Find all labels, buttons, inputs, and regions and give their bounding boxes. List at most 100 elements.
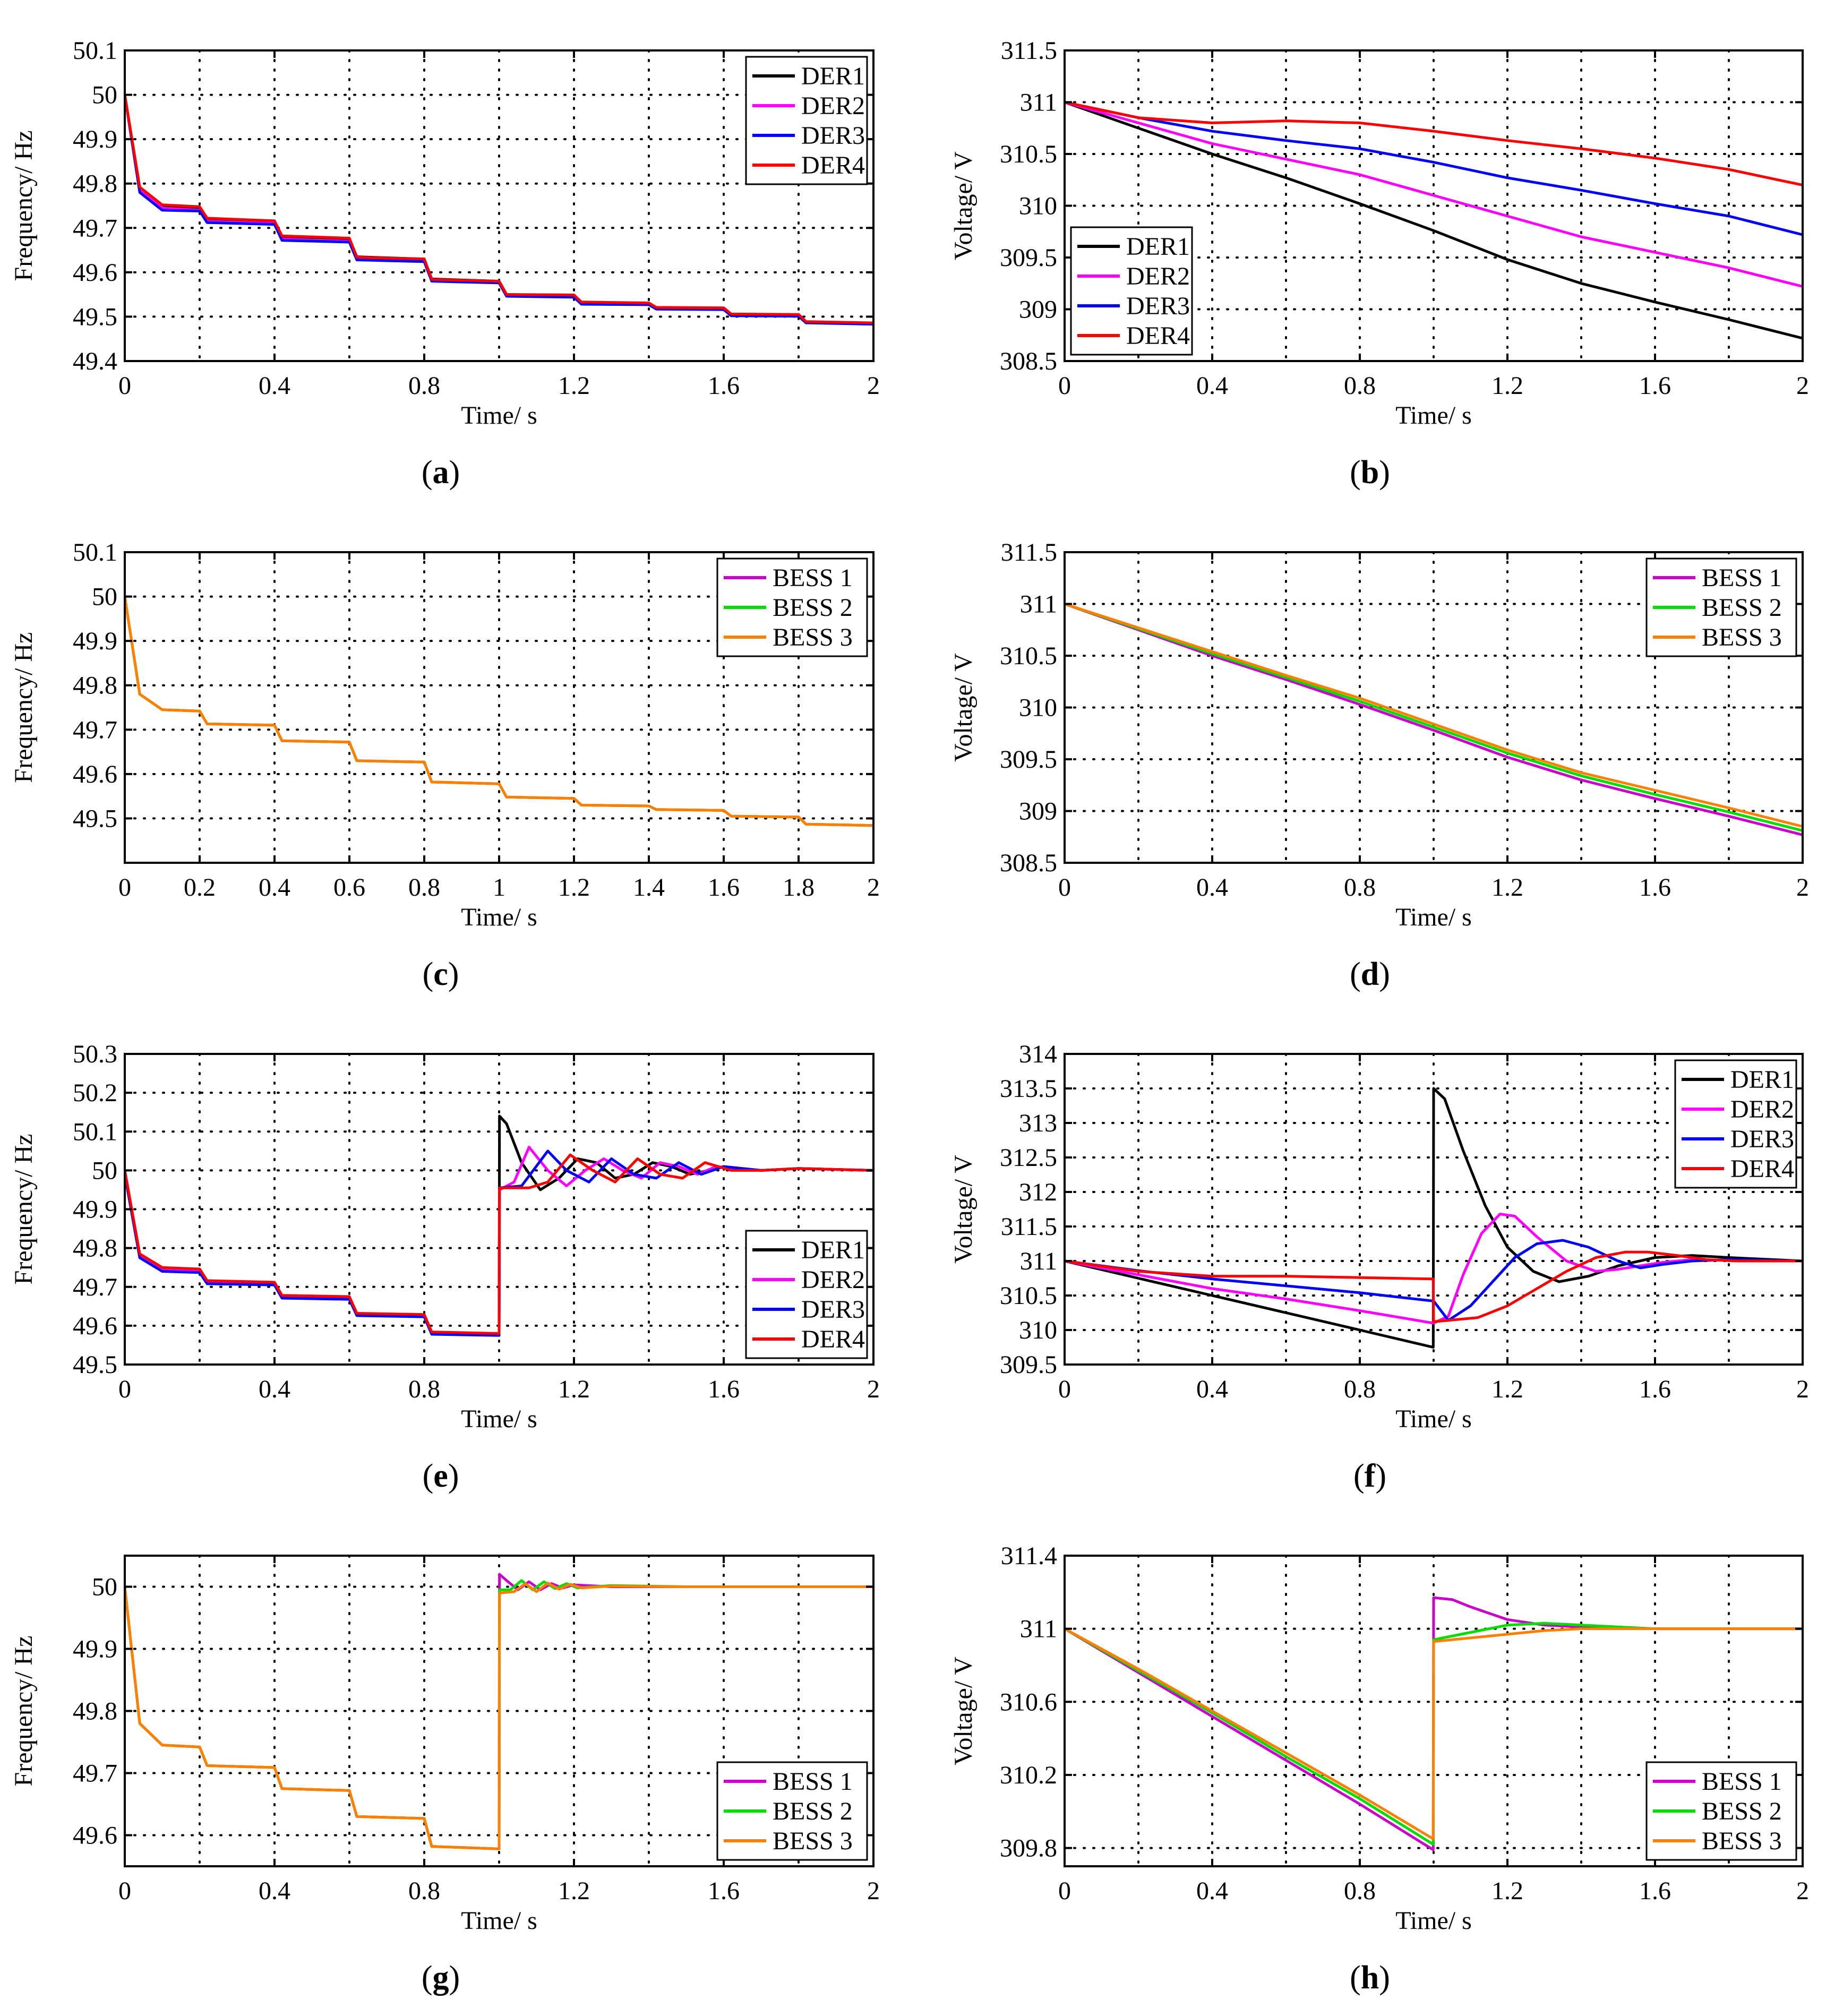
legend-label: BESS 3	[773, 1827, 853, 1855]
x-tick-label: 1.2	[1491, 372, 1523, 400]
x-tick-label: 0	[118, 372, 131, 400]
y-tick-label: 312.5	[1000, 1144, 1057, 1172]
series-line-bess1	[1065, 1596, 1803, 1851]
legend-label: DER1	[1126, 233, 1190, 261]
y-tick-label: 311.5	[1001, 37, 1057, 65]
caption-e: (e)	[422, 1458, 459, 1494]
y-tick-label: 49.9	[73, 125, 117, 153]
x-tick-label: 0	[1058, 873, 1071, 902]
y-axis-label: Voltage/ V	[949, 151, 978, 260]
y-tick-label: 311	[1020, 1247, 1057, 1275]
x-tick-label: 2	[867, 1375, 880, 1403]
x-tick-label: 2	[1796, 1375, 1809, 1403]
y-tick-label: 49.5	[73, 1351, 117, 1379]
y-tick-label: 309	[1019, 797, 1057, 826]
y-tick-label: 309.8	[1000, 1834, 1057, 1863]
x-axis-label: Time/ s	[1395, 1907, 1472, 1935]
x-tick-label: 1.6	[708, 1375, 740, 1403]
series-line-der2	[125, 1146, 873, 1336]
series-line-der1	[1065, 1087, 1803, 1349]
y-tick-label: 50.2	[73, 1079, 117, 1107]
y-tick-label: 310	[1019, 192, 1057, 220]
y-tick-label: 49.7	[73, 1273, 117, 1301]
legend-label: BESS 3	[1702, 1827, 1782, 1855]
caption-g: (g)	[421, 1960, 460, 1996]
chart-f: 0 0.4 0.8 1.2 1.6 2 309.5 310 310.5 311 311.5 312 31…	[949, 1040, 1809, 1433]
x-tick-label: 1.2	[558, 372, 590, 400]
x-tick-label: 0	[118, 1877, 131, 1905]
x-tick-label: 1.6	[1639, 873, 1671, 902]
x-axis-label: Time/ s	[1395, 1405, 1472, 1433]
y-tick-label: 49.6	[73, 760, 117, 788]
y-tick-label: 50	[92, 81, 117, 109]
y-tick-label: 49.9	[73, 627, 117, 655]
plot-frame	[1064, 1053, 1804, 1366]
x-tick-label: 1.6	[708, 873, 740, 902]
series-line-der3	[1065, 1239, 1803, 1322]
y-tick-label: 309.5	[1000, 1351, 1057, 1379]
y-tick-label: 310.5	[1000, 1282, 1057, 1310]
legend-label: DER4	[1126, 322, 1190, 350]
x-tick-label: 1.6	[708, 1877, 740, 1905]
chart-b: 0 0.4 0.8 1.2 1.6 2 308.5 309 309.5 310 310.5 311 31…	[949, 37, 1809, 430]
y-tick-label: 310	[1019, 694, 1057, 722]
x-tick-label: 0.4	[1196, 873, 1228, 902]
y-axis-label: Voltage/ V	[949, 653, 978, 762]
legend-label: DER1	[801, 62, 865, 90]
y-axis-label: Frequency/ Hz	[10, 1636, 38, 1787]
legend-box	[1070, 226, 1193, 356]
y-axis-label: Voltage/ V	[949, 1155, 978, 1264]
legend-label: DER4	[801, 151, 865, 179]
legend-label: DER1	[1730, 1066, 1794, 1094]
x-tick-label: 0.6	[333, 873, 365, 902]
y-tick-label: 49.8	[73, 672, 117, 700]
x-tick-label: 0.8	[1344, 1877, 1376, 1905]
legend-label: BESS 2	[1702, 594, 1782, 622]
y-tick-label: 49.4	[73, 347, 117, 375]
y-tick-label: 50.3	[73, 1040, 117, 1068]
legend-label: DER2	[1730, 1095, 1794, 1123]
caption-b: (b)	[1350, 454, 1390, 491]
x-tick-label: 2	[1796, 1877, 1809, 1905]
legend-label: DER3	[801, 122, 865, 150]
y-tick-label: 49.5	[73, 804, 117, 833]
y-tick-label: 309	[1019, 296, 1057, 324]
y-tick-label: 50	[92, 1156, 117, 1185]
y-axis-label: Voltage/ V	[949, 1657, 978, 1765]
y-tick-label: 49.7	[73, 716, 117, 744]
x-tick-label: 0.8	[1344, 1375, 1376, 1403]
y-tick-label: 49.9	[73, 1635, 117, 1663]
y-tick-label: 49.8	[73, 1234, 117, 1263]
x-tick-label: 0.8	[408, 873, 440, 902]
x-tick-label: 0.4	[259, 1375, 290, 1403]
legend-box	[745, 1230, 868, 1359]
x-tick-label: 0	[1058, 1375, 1071, 1403]
chart-e: 0 0.4 0.8 1.2 1.6 2 49.5 49.6 49.7 49.8 49.9 50 50.1…	[10, 1040, 880, 1433]
y-tick-label: 311	[1020, 89, 1057, 117]
y-tick-label: 314	[1019, 1040, 1057, 1068]
y-tick-label: 311.5	[1001, 538, 1057, 567]
x-tick-label: 1.2	[1491, 873, 1523, 902]
x-axis-label: Time/ s	[1395, 903, 1472, 931]
y-tick-label: 49.8	[73, 1697, 117, 1726]
x-tick-label: 0.8	[408, 1375, 440, 1403]
series-line-der1	[1065, 101, 1803, 340]
y-tick-label: 49.7	[73, 214, 117, 242]
x-tick-label: 1.2	[1491, 1877, 1523, 1905]
y-tick-label: 311.4	[1001, 1542, 1057, 1570]
x-tick-label: 1.6	[1639, 1375, 1671, 1403]
legend-box	[745, 56, 868, 185]
y-tick-label: 311.5	[1001, 1213, 1057, 1241]
x-tick-label: 1.6	[1639, 372, 1671, 400]
y-axis-label: Frequency/ Hz	[10, 1134, 38, 1285]
series-line-der4	[1065, 1250, 1803, 1323]
legend-label: DER4	[1730, 1155, 1794, 1183]
y-tick-label: 313	[1019, 1109, 1057, 1137]
y-tick-label: 49.8	[73, 170, 117, 198]
series-line-der3	[125, 95, 873, 326]
